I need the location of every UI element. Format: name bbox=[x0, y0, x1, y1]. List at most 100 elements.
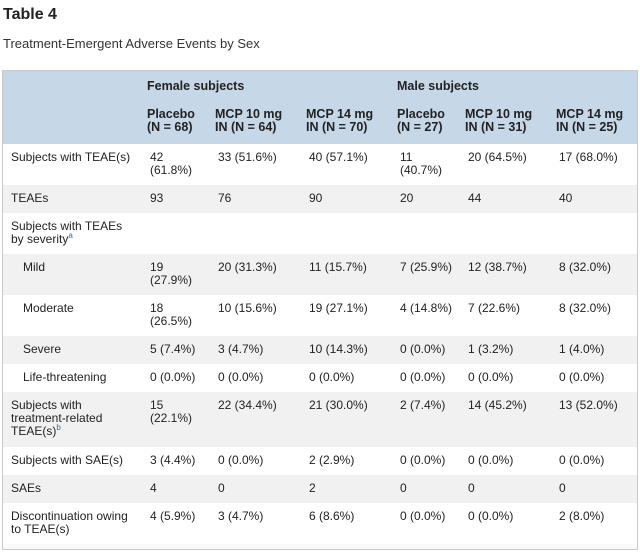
table-cell: 22 (34.4%) bbox=[218, 398, 277, 412]
table-cell bbox=[392, 213, 460, 254]
table-cell: 42 (61.8%) bbox=[150, 150, 193, 177]
table-cell: 15 (22.1%) bbox=[150, 398, 193, 425]
table-row: Life-threatening 0 (0.0%) 0 (0.0%) 0 (0.… bbox=[3, 364, 637, 392]
table-row: Subjects with TEAE(s) 42 (61.8%) 33 (51.… bbox=[3, 144, 637, 185]
row-label: Life-threatening bbox=[23, 370, 107, 384]
table-cell: 93 bbox=[150, 191, 164, 205]
row-label: Severe bbox=[23, 342, 62, 356]
column-header-row: Placebo (N = 68) MCP 10 mg IN (N = 64) MCP… bbox=[3, 104, 637, 144]
table-row: Moderate 18 (26.5%) 10 (15.6%) 19 (27.1%… bbox=[3, 295, 637, 336]
table-cell: 14 (45.2%) bbox=[468, 398, 527, 412]
table-caption: Treatment-Emergent Adverse Events by Sex bbox=[3, 36, 260, 51]
table-cell: 0 (0.0%) bbox=[309, 370, 355, 384]
table-cell: 0 (0.0%) bbox=[400, 453, 446, 467]
footnote-marker[interactable]: b bbox=[56, 423, 61, 432]
table-cell: 11 (15.7%) bbox=[309, 260, 367, 274]
table-row: SAEs 4 0 2 0 0 0 bbox=[3, 475, 637, 503]
column-header: MCP 10 mg IN (N = 64) bbox=[215, 107, 283, 134]
row-label: Subjects with TEAE(s) bbox=[11, 150, 131, 164]
table-row: TEAEs 93 76 90 20 44 40 bbox=[3, 185, 637, 213]
adverse-events-table: Female subjects Male subjects Placebo (N … bbox=[3, 71, 637, 544]
table-cell: 5 (7.4%) bbox=[150, 342, 196, 356]
table-cell: 6 (8.6%) bbox=[309, 509, 355, 523]
table-row: Subjects with TEAEs by severitya bbox=[3, 213, 637, 254]
table-cell: 0 (0.0%) bbox=[218, 453, 264, 467]
group-header-female: Female subjects bbox=[147, 79, 245, 93]
table-cell: 0 bbox=[468, 481, 475, 495]
table-cell: 90 bbox=[309, 191, 323, 205]
table-row: Subjects with treatment-related TEAE(s)b… bbox=[3, 392, 637, 447]
table-cell: 21 (30.0%) bbox=[309, 398, 368, 412]
table-row: Subjects with SAE(s) 3 (4.4%) 0 (0.0%) 2… bbox=[3, 447, 637, 475]
row-label: SAEs bbox=[11, 481, 42, 495]
footnote-marker[interactable]: a bbox=[68, 231, 73, 240]
table-cell: 7 (22.6%) bbox=[468, 301, 521, 315]
row-label: Subjects with SAE(s) bbox=[11, 453, 124, 467]
table-cell: 3 (4.7%) bbox=[218, 342, 264, 356]
data-table-container: Female subjects Male subjects Placebo (N … bbox=[2, 70, 638, 550]
row-label: Subjects with treatment-related TEAE(s)b bbox=[11, 398, 103, 438]
table-cell: 20 (31.3%) bbox=[218, 260, 277, 274]
table-cell: 0 bbox=[218, 481, 225, 495]
table-cell bbox=[460, 213, 551, 254]
row-label: Mild bbox=[23, 260, 46, 274]
table-cell: 20 (64.5%) bbox=[468, 150, 527, 164]
header-blank bbox=[3, 104, 142, 144]
table-cell: 0 (0.0%) bbox=[400, 370, 446, 384]
table-cell: 0 (0.0%) bbox=[468, 509, 514, 523]
group-header-row: Female subjects Male subjects bbox=[3, 71, 637, 104]
table-cell: 8 (32.0%) bbox=[559, 260, 612, 274]
table-cell bbox=[551, 213, 637, 254]
table-cell: 0 bbox=[559, 481, 566, 495]
table-cell bbox=[301, 213, 392, 254]
table-cell: 11 (40.7%) bbox=[400, 150, 443, 177]
table-cell: 12 (38.7%) bbox=[468, 260, 527, 274]
table-cell: 10 (14.3%) bbox=[309, 342, 368, 356]
table-cell: 0 (0.0%) bbox=[150, 370, 196, 384]
table-cell: 13 (52.0%) bbox=[559, 398, 618, 412]
row-label: Moderate bbox=[23, 301, 74, 315]
table-cell: 4 bbox=[150, 481, 157, 495]
table-cell: 18 (26.5%) bbox=[150, 301, 193, 328]
table-cell: 0 (0.0%) bbox=[218, 370, 264, 384]
table-cell: 33 (51.6%) bbox=[218, 150, 277, 164]
table-cell: 4 (14.8%) bbox=[400, 301, 453, 315]
table-cell: 3 (4.7%) bbox=[218, 509, 264, 523]
table-cell: 19 (27.9%) bbox=[150, 260, 193, 287]
table-cell bbox=[142, 213, 210, 254]
table-cell: 8 (32.0%) bbox=[559, 301, 612, 315]
header-blank bbox=[3, 71, 142, 104]
column-header: Placebo (N = 68) bbox=[147, 107, 195, 134]
table-cell: 40 bbox=[559, 191, 573, 205]
table-cell: 0 bbox=[400, 481, 407, 495]
table-cell bbox=[210, 213, 301, 254]
table-cell: 4 (5.9%) bbox=[150, 509, 196, 523]
column-header: MCP 14 mg IN (N = 25) bbox=[556, 107, 624, 134]
table-row: Severe 5 (7.4%) 3 (4.7%) 10 (14.3%) 0 (0… bbox=[3, 336, 637, 364]
row-label: Subjects with TEAEs by severitya bbox=[11, 219, 123, 246]
table-cell: 7 (25.9%) bbox=[400, 260, 453, 274]
table-cell: 3 (4.4%) bbox=[150, 453, 196, 467]
column-header: MCP 14 mg IN (N = 70) bbox=[306, 107, 374, 134]
table-cell: 0 (0.0%) bbox=[400, 342, 446, 356]
table-cell: 2 bbox=[309, 481, 316, 495]
table-cell: 17 (68.0%) bbox=[559, 150, 618, 164]
table-cell: 0 (0.0%) bbox=[400, 509, 446, 523]
table-cell: 0 (0.0%) bbox=[468, 370, 514, 384]
table-cell: 0 (0.0%) bbox=[559, 453, 605, 467]
table-cell: 10 (15.6%) bbox=[218, 301, 277, 315]
table-row: Discontinuation owing to TEAE(s) 4 (5.9%… bbox=[3, 503, 637, 544]
table-cell: 1 (4.0%) bbox=[559, 342, 605, 356]
column-header: MCP 10 mg IN (N = 31) bbox=[465, 107, 533, 134]
table-cell: 20 bbox=[400, 191, 414, 205]
group-header-male: Male subjects bbox=[397, 79, 479, 93]
table-cell: 1 (3.2%) bbox=[468, 342, 514, 356]
table-cell: 0 (0.0%) bbox=[559, 370, 605, 384]
table-cell: 0 (0.0%) bbox=[468, 453, 514, 467]
table-cell: 19 (27.1%) bbox=[309, 301, 368, 315]
row-label: Discontinuation owing to TEAE(s) bbox=[11, 509, 128, 536]
column-header: Placebo (N = 27) bbox=[397, 107, 445, 134]
table-label: Table 4 bbox=[3, 6, 57, 23]
table-cell: 2 (7.4%) bbox=[400, 398, 446, 412]
row-label: TEAEs bbox=[11, 191, 49, 205]
